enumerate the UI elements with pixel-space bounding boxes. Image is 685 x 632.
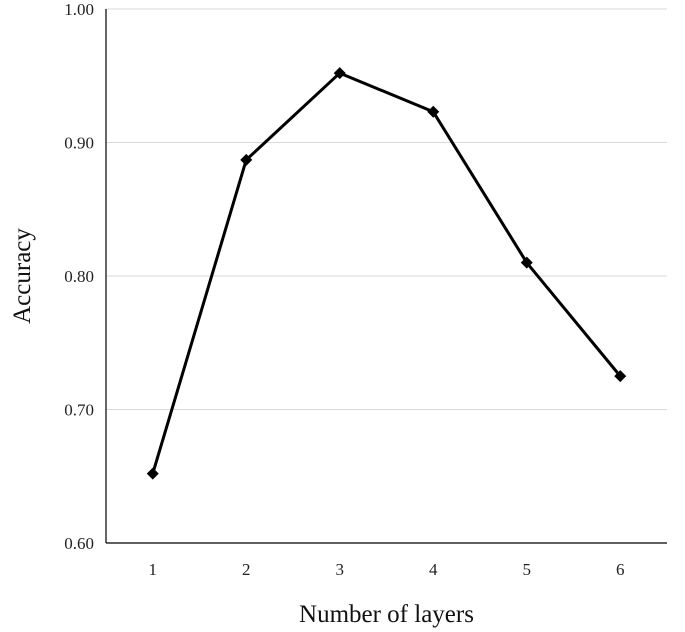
y-tick-label: 1.00 <box>64 0 94 19</box>
y-tick-label: 0.80 <box>64 267 94 286</box>
data-point <box>240 153 253 166</box>
tick-labels: 0.60 0.70 0.80 0.90 1.00 1 2 3 4 5 6 <box>64 0 624 579</box>
x-tick-label: 2 <box>242 560 251 579</box>
x-axis-title: Number of layers <box>299 601 474 628</box>
x-tick-label: 4 <box>429 560 438 579</box>
y-tick-label: 0.90 <box>64 134 94 153</box>
axes <box>105 9 667 544</box>
x-tick-label: 5 <box>523 560 532 579</box>
series-layer <box>146 67 627 480</box>
y-tick-label: 0.60 <box>64 534 94 553</box>
y-axis-title: Accuracy <box>9 228 36 324</box>
data-point <box>146 467 159 480</box>
x-tick-label: 3 <box>336 560 345 579</box>
x-tick-label: 1 <box>149 560 158 579</box>
data-point <box>520 256 533 269</box>
series-line <box>151 71 622 475</box>
x-tick-label: 6 <box>616 560 625 579</box>
data-point <box>333 67 346 80</box>
gridlines <box>106 8 667 410</box>
y-tick-label: 0.70 <box>64 401 94 420</box>
data-point <box>427 105 440 118</box>
data-point <box>614 370 627 383</box>
